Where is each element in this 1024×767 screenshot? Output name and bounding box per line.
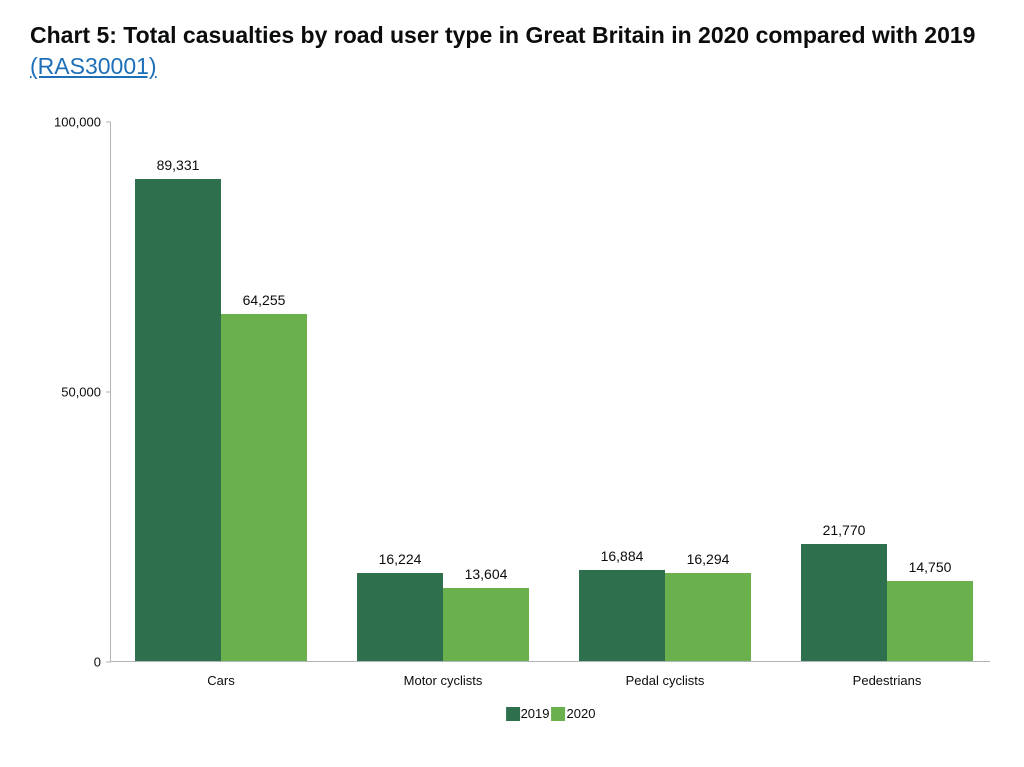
chart-title-block: Chart 5: Total casualties by road user t… xyxy=(30,20,990,82)
legend-swatch xyxy=(506,707,520,721)
x-axis-tick-label: Motor cyclists xyxy=(404,673,483,688)
legend: 2019 2020 xyxy=(506,706,596,721)
bar-group: 16,88416,294 xyxy=(579,570,751,661)
y-axis-tick-mark xyxy=(106,392,111,393)
x-axis-tick-label: Pedestrians xyxy=(853,673,922,688)
bar: 64,255 xyxy=(221,314,307,661)
chart-source-link[interactable]: (RAS30001) xyxy=(30,53,157,79)
y-axis-tick-label: 50,000 xyxy=(61,385,111,400)
legend-swatch xyxy=(552,707,566,721)
y-axis-tick-mark xyxy=(106,122,111,123)
x-axis-tick-label: Cars xyxy=(207,673,234,688)
bar-value-label: 89,331 xyxy=(157,157,200,173)
bar-value-label: 14,750 xyxy=(909,559,952,575)
legend-label: 2020 xyxy=(567,706,596,721)
x-axis-tick-label: Pedal cyclists xyxy=(626,673,705,688)
bar: 21,770 xyxy=(801,544,887,662)
legend-label: 2019 xyxy=(521,706,550,721)
legend-item: 2019 xyxy=(506,706,550,721)
bar-value-label: 13,604 xyxy=(465,566,508,582)
bar-value-label: 16,884 xyxy=(601,548,644,564)
bar-value-label: 16,224 xyxy=(379,551,422,567)
bar: 13,604 xyxy=(443,588,529,661)
bar: 16,884 xyxy=(579,570,665,661)
bar-group: 16,22413,604 xyxy=(357,573,529,661)
bar: 89,331 xyxy=(135,179,221,661)
bar-value-label: 21,770 xyxy=(823,522,866,538)
plot-area: 20192020 050,000100,00089,33164,255Cars1… xyxy=(110,122,990,662)
chart-title: Chart 5: Total casualties by road user t… xyxy=(30,22,975,48)
bar-group: 89,33164,255 xyxy=(135,179,307,661)
chart-container: 20192020 050,000100,00089,33164,255Cars1… xyxy=(30,112,1000,732)
y-axis-tick-label: 100,000 xyxy=(54,115,111,130)
bar: 16,224 xyxy=(357,573,443,661)
bar-group: 21,77014,750 xyxy=(801,544,973,662)
bar-value-label: 64,255 xyxy=(243,292,286,308)
bar-value-label: 16,294 xyxy=(687,551,730,567)
bar: 16,294 xyxy=(665,573,751,661)
legend-item: 2020 xyxy=(552,706,596,721)
y-axis-tick-mark xyxy=(106,662,111,663)
bar: 14,750 xyxy=(887,581,973,661)
